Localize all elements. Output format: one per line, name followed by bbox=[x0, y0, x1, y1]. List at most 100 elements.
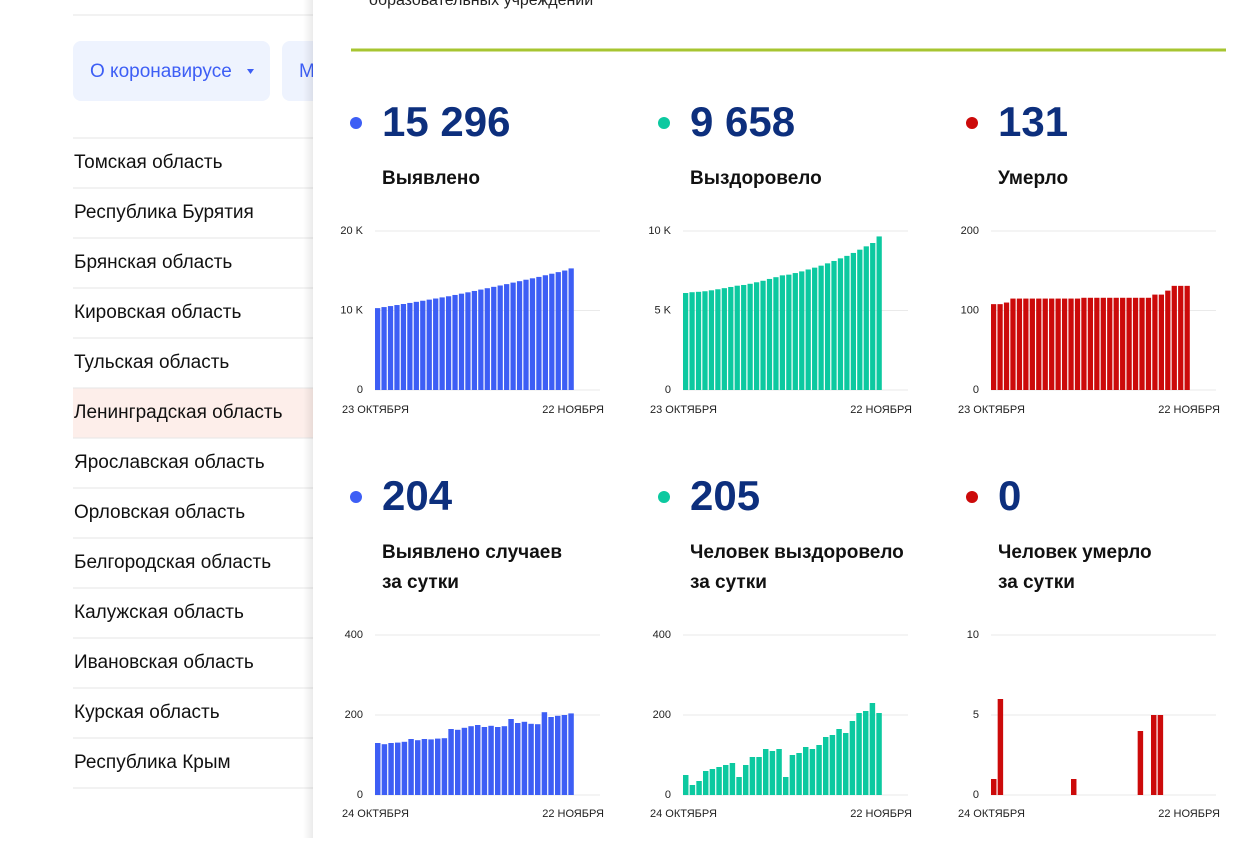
bar bbox=[856, 713, 862, 795]
nav-button-label[interactable]: О коронавирусе bbox=[90, 61, 232, 82]
bar bbox=[510, 282, 516, 390]
bar bbox=[1152, 294, 1158, 390]
region-name[interactable]: Республика Крым bbox=[74, 752, 231, 773]
panel bbox=[313, 0, 1247, 838]
region-name[interactable]: Брянская область bbox=[74, 252, 232, 273]
bar bbox=[481, 727, 488, 795]
bar bbox=[789, 755, 796, 795]
bar bbox=[805, 269, 811, 390]
bar bbox=[818, 265, 824, 390]
bar bbox=[1171, 285, 1177, 390]
bar bbox=[435, 738, 441, 795]
y-tick-label: 0 bbox=[973, 384, 979, 396]
region-name[interactable]: Ивановская область bbox=[74, 652, 254, 673]
x-date-label: 22 НОЯБРЯ bbox=[542, 808, 604, 820]
bar bbox=[1139, 297, 1145, 390]
bar bbox=[799, 271, 805, 390]
bar bbox=[555, 715, 561, 795]
region-name[interactable]: Орловская область bbox=[74, 502, 245, 523]
region-name[interactable]: Ярославская область bbox=[74, 452, 265, 473]
y-tick-label: 10 bbox=[967, 629, 979, 641]
stat-label: Человек выздоровело bbox=[690, 542, 904, 563]
bar bbox=[535, 724, 541, 795]
bar bbox=[1087, 297, 1094, 390]
bar bbox=[1107, 297, 1113, 390]
bar bbox=[749, 757, 756, 795]
bar bbox=[387, 306, 394, 390]
region-name[interactable]: Кировская область bbox=[74, 302, 242, 323]
region-name[interactable]: Тульская область bbox=[74, 352, 229, 373]
x-date-label: 22 НОЯБРЯ bbox=[850, 404, 912, 416]
bar bbox=[831, 260, 837, 390]
bar bbox=[683, 775, 689, 795]
stat-label: за сутки bbox=[690, 572, 767, 593]
bar bbox=[455, 729, 461, 795]
y-tick-label: 200 bbox=[961, 225, 979, 237]
bar bbox=[415, 740, 421, 795]
bar bbox=[729, 763, 736, 795]
bar bbox=[516, 281, 523, 390]
bar bbox=[721, 288, 727, 390]
bar bbox=[1126, 297, 1132, 390]
bar bbox=[812, 267, 818, 390]
bar bbox=[870, 243, 876, 390]
region-name[interactable]: Томская область bbox=[74, 152, 223, 173]
x-date-label: 23 ОКТЯБРЯ bbox=[958, 404, 1025, 416]
bar bbox=[504, 284, 510, 390]
bar bbox=[824, 263, 831, 390]
bar bbox=[683, 293, 689, 390]
bar bbox=[1055, 298, 1061, 390]
bar bbox=[401, 741, 408, 795]
x-date-label: 24 ОКТЯБРЯ bbox=[342, 808, 409, 820]
bar bbox=[515, 723, 521, 795]
bar bbox=[528, 723, 534, 795]
x-date-label: 23 ОКТЯБРЯ bbox=[342, 404, 409, 416]
bar bbox=[521, 721, 528, 795]
bar bbox=[1010, 298, 1016, 390]
bar bbox=[523, 279, 529, 390]
region-name[interactable]: Белгородская область bbox=[74, 552, 271, 573]
stat-label: Выздоровело bbox=[690, 168, 822, 189]
bar bbox=[709, 769, 716, 795]
region-name[interactable]: Ленинградская область bbox=[74, 402, 283, 423]
x-date-label: 24 ОКТЯБРЯ bbox=[650, 808, 717, 820]
region-name[interactable]: Республика Бурятия bbox=[74, 202, 254, 223]
bar bbox=[803, 747, 809, 795]
bar bbox=[1094, 297, 1100, 390]
bar bbox=[548, 717, 554, 795]
y-tick-label: 400 bbox=[653, 629, 671, 641]
bar bbox=[716, 767, 722, 795]
bar bbox=[836, 729, 842, 795]
stat-label: Человек умерло bbox=[998, 542, 1152, 563]
bar bbox=[1120, 297, 1126, 390]
bar bbox=[796, 753, 802, 795]
bar bbox=[753, 282, 760, 390]
bar bbox=[689, 292, 695, 390]
bar bbox=[1061, 298, 1068, 390]
bar bbox=[776, 749, 782, 795]
bar bbox=[829, 735, 836, 795]
bar bbox=[426, 299, 432, 390]
bar bbox=[766, 278, 773, 390]
bar bbox=[562, 270, 568, 390]
bar bbox=[468, 726, 474, 795]
bar bbox=[779, 275, 786, 390]
bar bbox=[863, 246, 869, 390]
stat-total: 0 bbox=[998, 472, 1021, 519]
bar bbox=[786, 274, 792, 390]
bar bbox=[497, 285, 503, 390]
bar bbox=[400, 303, 407, 390]
bar bbox=[1074, 298, 1081, 390]
y-tick-label: 0 bbox=[357, 384, 363, 396]
bar bbox=[1145, 297, 1152, 390]
region-name[interactable]: Курская область bbox=[74, 702, 220, 723]
bar bbox=[407, 302, 413, 390]
region-name[interactable]: Калужская область bbox=[74, 602, 244, 623]
bar bbox=[850, 252, 856, 390]
bar bbox=[542, 275, 548, 390]
bar bbox=[723, 765, 729, 795]
bar bbox=[773, 277, 779, 390]
bar bbox=[747, 283, 753, 390]
nav-button[interactable] bbox=[73, 41, 270, 101]
bar bbox=[395, 742, 401, 795]
